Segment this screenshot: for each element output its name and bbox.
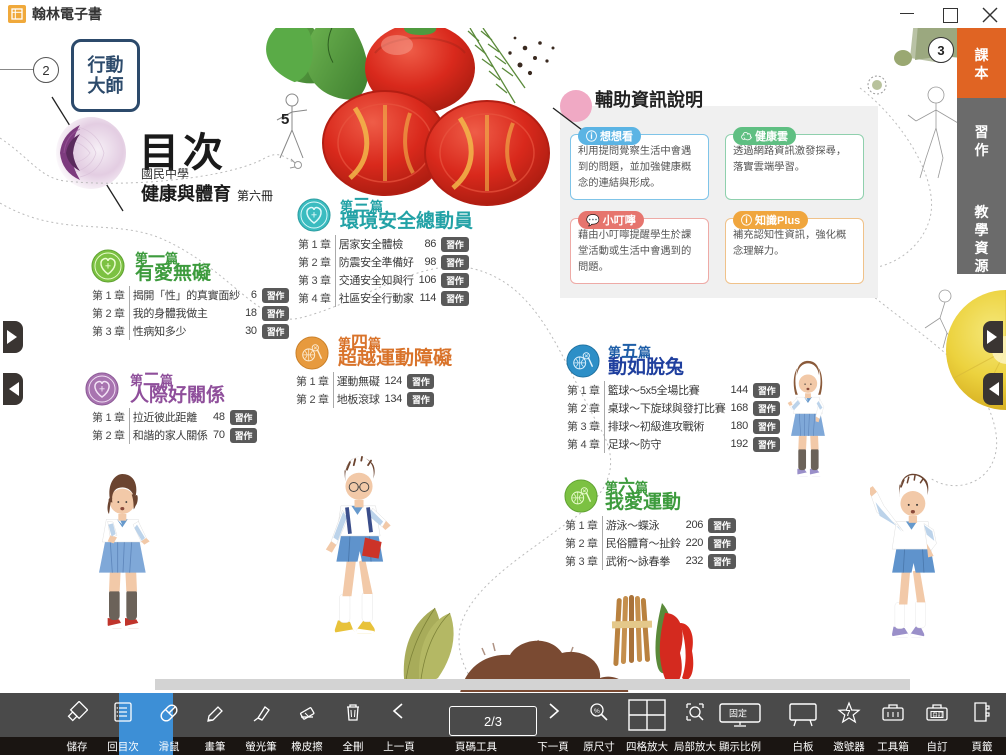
svg-text:自訂: 自訂 [932, 710, 944, 718]
svg-text:5: 5 [281, 111, 289, 128]
svg-text:固定: 固定 [729, 708, 747, 719]
svg-text:7: 7 [846, 709, 851, 718]
svg-text:%: % [594, 708, 600, 715]
